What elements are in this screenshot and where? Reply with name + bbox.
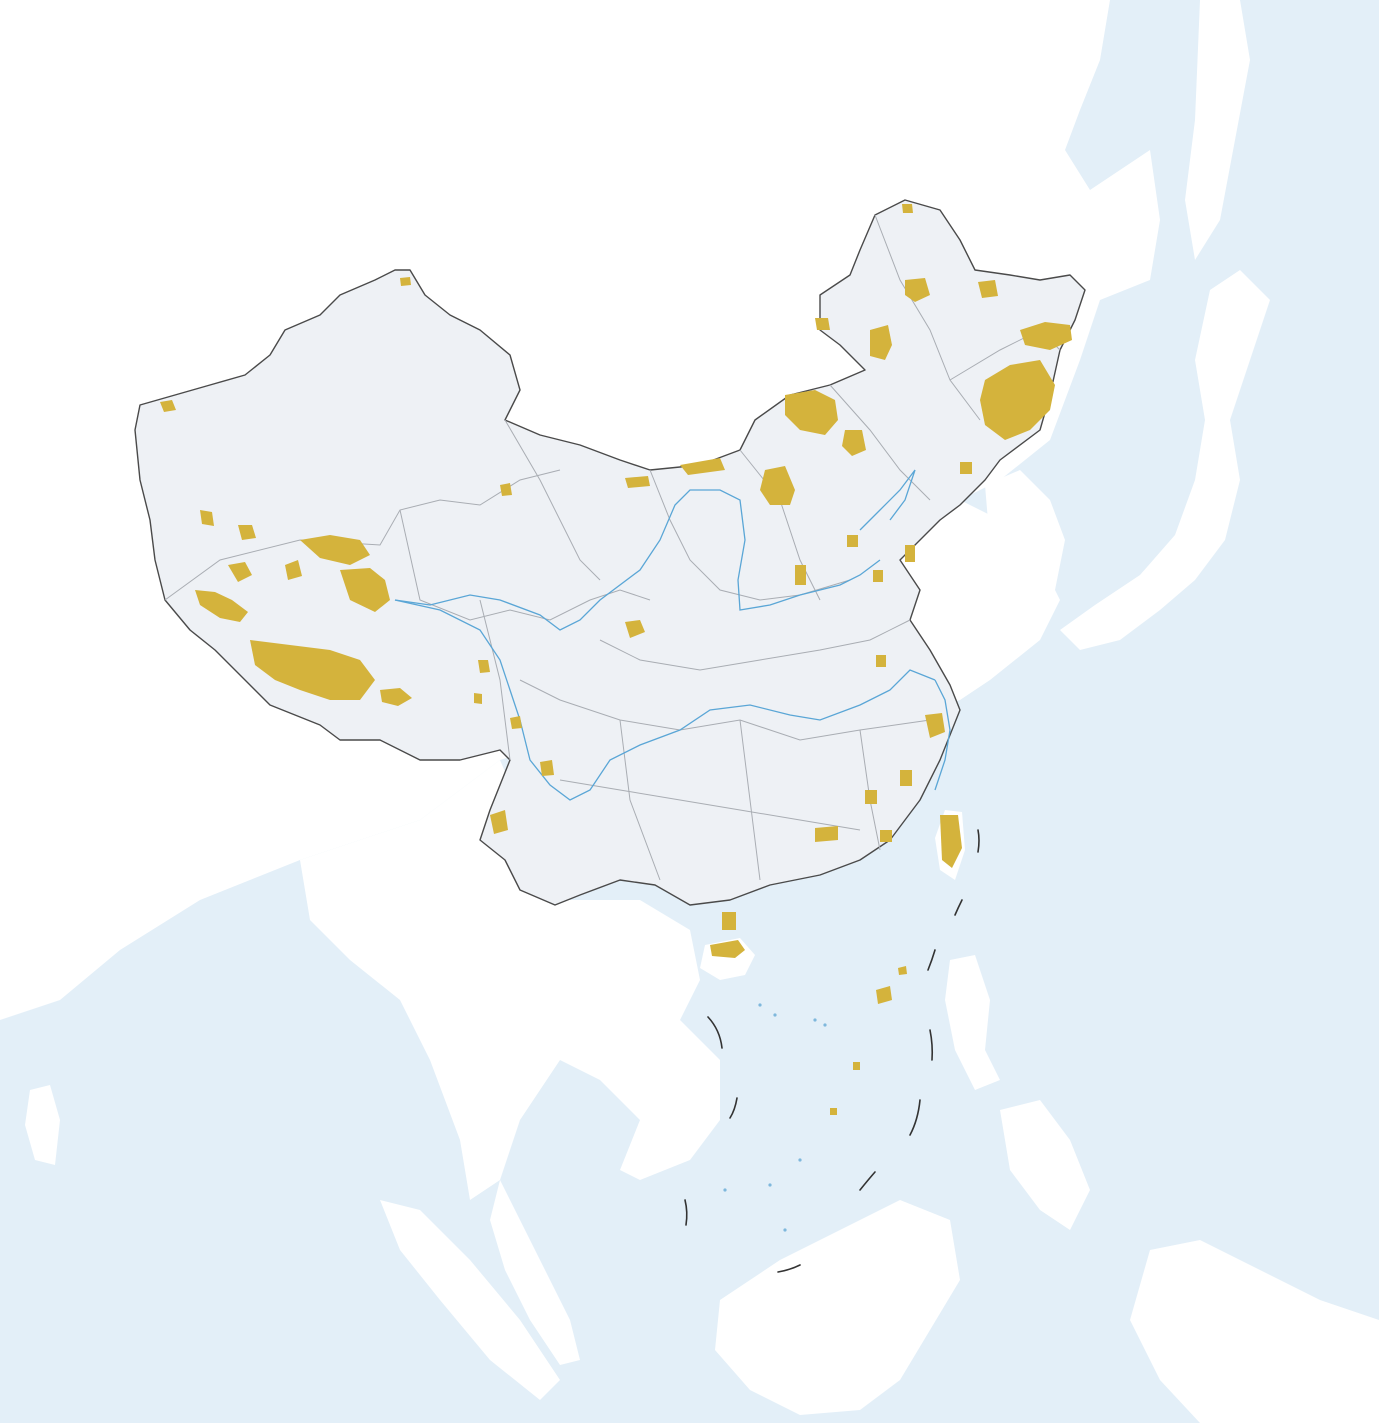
highlight-area <box>876 986 892 1004</box>
highlight-area <box>1020 322 1072 350</box>
island-dot <box>783 1228 787 1232</box>
land-philippines-south <box>1000 1100 1090 1230</box>
highlight-area <box>905 278 930 302</box>
major-rivers <box>394 469 951 801</box>
highlight-area <box>760 466 795 505</box>
province-border <box>399 509 651 621</box>
highlight-area <box>876 655 886 667</box>
land-indochina <box>300 760 720 1200</box>
island-dot <box>773 1013 777 1017</box>
highlight-area <box>490 810 508 834</box>
highlight-area <box>880 830 892 842</box>
province-border <box>559 779 861 831</box>
highlight-area <box>902 204 913 213</box>
highlight-area <box>195 590 248 622</box>
province-border <box>479 599 511 761</box>
highlighted-areas <box>160 204 1072 1115</box>
island-dot <box>813 1018 817 1022</box>
land-sakhalin <box>1185 0 1250 260</box>
island-dot <box>823 1023 827 1027</box>
province-borders <box>164 214 1061 881</box>
highlight-area <box>400 277 411 286</box>
highlight-area <box>340 568 390 612</box>
highlight-area <box>865 790 877 804</box>
highlight-area <box>500 483 512 496</box>
highlight-area <box>905 545 915 562</box>
highlight-area <box>815 318 830 330</box>
highlight-area <box>830 1108 837 1115</box>
dash-segment <box>729 1097 738 1119</box>
highlight-area <box>940 815 962 868</box>
highlight-area <box>870 325 892 360</box>
highlight-area <box>873 570 883 582</box>
dash-segment <box>927 949 936 971</box>
island-dot <box>798 1158 802 1162</box>
province-border <box>599 619 911 671</box>
land-japan <box>1060 270 1270 650</box>
dash-segment <box>777 1264 801 1273</box>
island-dot <box>768 1183 772 1187</box>
highlight-area <box>815 826 838 842</box>
highlight-area <box>898 966 907 975</box>
highlight-area <box>925 713 945 738</box>
highlight-area <box>474 693 482 704</box>
highlight-area <box>625 476 650 488</box>
highlight-area <box>238 525 256 540</box>
highlight-area <box>625 620 645 638</box>
dash-segment <box>954 899 963 916</box>
province-border <box>739 449 821 601</box>
china-territory <box>134 199 1086 906</box>
province-border <box>874 214 981 421</box>
highlight-area <box>980 360 1055 440</box>
highlight-area <box>978 280 998 298</box>
highlight-area <box>380 688 412 706</box>
land-eastern-islands <box>1130 1240 1379 1423</box>
land-sumatra <box>380 1200 560 1400</box>
highlight-area <box>853 1062 860 1070</box>
highlight-area <box>200 510 214 526</box>
highlight-area <box>160 400 176 412</box>
province-border <box>619 719 661 881</box>
highlight-area <box>900 770 912 786</box>
land-luzon <box>945 955 1000 1090</box>
maritime-dashed-line <box>684 829 980 1273</box>
river-yellow <box>394 489 881 631</box>
province-border <box>519 679 931 741</box>
river-yangtze <box>394 599 936 801</box>
highlight-area <box>228 562 252 582</box>
highlight-area <box>540 760 554 776</box>
dash-segment <box>929 1029 934 1061</box>
province-border <box>504 419 601 581</box>
dash-segment <box>684 1199 688 1226</box>
dash-segment <box>859 1171 876 1191</box>
dash-segment <box>909 1099 921 1136</box>
dash-segment <box>707 1016 723 1049</box>
island-dot <box>758 1003 762 1007</box>
island-dot <box>723 1188 727 1192</box>
highlight-area <box>285 560 302 580</box>
highlight-area <box>250 640 375 700</box>
highlight-area <box>785 390 838 435</box>
sea-islands <box>723 1003 827 1232</box>
province-border <box>739 719 761 881</box>
land-borneo <box>715 1200 960 1415</box>
dash-segment <box>977 829 980 853</box>
highlight-area <box>960 462 972 474</box>
land-korea <box>985 470 1065 610</box>
highlight-area <box>510 716 522 729</box>
river-east-coast <box>934 679 951 791</box>
highlight-area <box>722 912 736 930</box>
province-border <box>829 384 931 501</box>
land-sri-lanka <box>25 1085 60 1165</box>
highlight-area <box>478 660 490 673</box>
highlight-area <box>847 535 858 547</box>
river-coast <box>859 469 916 531</box>
highlight-area <box>680 458 725 475</box>
highlight-area <box>300 535 370 565</box>
land-malay-peninsula <box>490 1180 580 1365</box>
highlight-area <box>795 565 806 585</box>
highlight-area <box>710 940 745 958</box>
highlight-area <box>842 430 866 456</box>
